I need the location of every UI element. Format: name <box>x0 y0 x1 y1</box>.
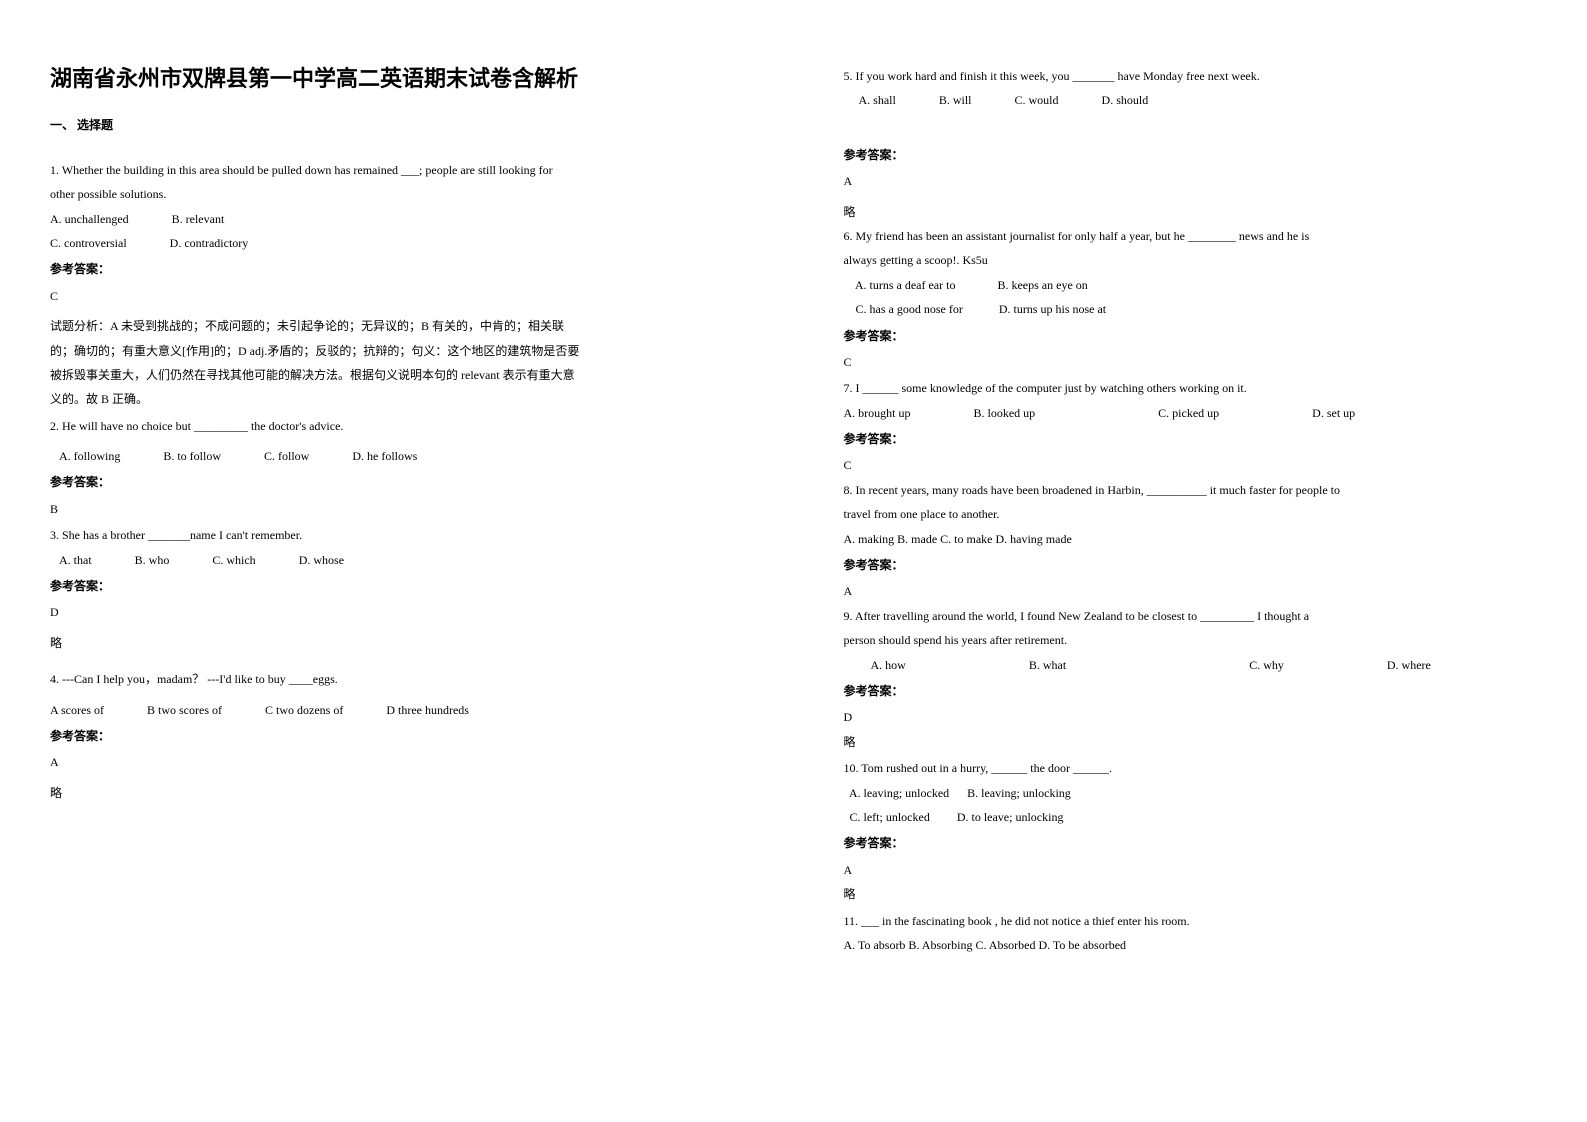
question-9: 9. After travelling around the world, I … <box>844 606 1538 752</box>
q3-option-c: C. which <box>212 550 255 570</box>
q5-option-a: A. shall <box>859 90 896 110</box>
q4-option-b: B two scores of <box>147 700 222 720</box>
q4-note: 略 <box>50 783 744 803</box>
q9-answer-label: 参考答案： <box>844 681 1538 701</box>
q9-option-a: A. how <box>871 655 906 675</box>
q4-answer: A <box>50 752 744 772</box>
q10-note: 略 <box>844 884 1538 904</box>
q7-option-b: B. looked up <box>974 403 1036 423</box>
question-3: 3. She has a brother _______name I can't… <box>50 525 744 653</box>
q1-answer: C <box>50 286 744 306</box>
question-2: 2. He will have no choice but _________ … <box>50 416 744 520</box>
q8-text-line2: travel from one place to another. <box>844 504 1538 524</box>
q8-text-line1: 8. In recent years, many roads have been… <box>844 480 1538 500</box>
q2-answer: B <box>50 499 744 519</box>
q9-note: 略 <box>844 732 1538 752</box>
q4-option-d: D three hundreds <box>386 703 469 717</box>
question-4: 4. ---Can I help you，madam？ ---I'd like … <box>50 669 744 803</box>
q2-answer-label: 参考答案： <box>50 472 744 492</box>
q10-options-cd: C. left; unlocked D. to leave; unlocking <box>844 807 1538 827</box>
q4-option-a: A scores of <box>50 700 104 720</box>
q7-option-a: A. brought up <box>844 403 911 423</box>
q1-text-line2: other possible solutions. <box>50 184 744 204</box>
q5-option-c: C. would <box>1015 90 1059 110</box>
q1-explain-3: 被拆毁事关重大，人们仍然在寻找其他可能的解决方法。根据句义说明本句的 relev… <box>50 365 744 385</box>
q8-answer: A <box>844 581 1538 601</box>
left-column: 湖南省永州市双牌县第一中学高二英语期末试卷含解析 一、 选择题 1. Wheth… <box>0 0 794 1122</box>
q4-option-c: C two dozens of <box>265 700 343 720</box>
q5-answer: A <box>844 171 1538 191</box>
q3-option-a: A. that <box>59 550 92 570</box>
q1-option-d: D. contradictory <box>170 236 249 250</box>
section-title: 一、 选择题 <box>50 115 744 135</box>
q9-option-b: B. what <box>1029 655 1066 675</box>
q3-answer: D <box>50 602 744 622</box>
question-11: 11. ___ in the fascinating book , he did… <box>844 911 1538 956</box>
q9-text-line2: person should spend his years after reti… <box>844 630 1538 650</box>
q6-answer: C <box>844 352 1538 372</box>
q7-option-c: C. picked up <box>1158 403 1219 423</box>
q8-answer-label: 参考答案： <box>844 555 1538 575</box>
exam-title: 湖南省永州市双牌县第一中学高二英语期末试卷含解析 <box>50 60 744 97</box>
q1-option-c: C. controversial <box>50 233 127 253</box>
q5-note: 略 <box>844 202 1538 222</box>
q6-text-line2: always getting a scoop!. Ks5u <box>844 250 1538 270</box>
q1-option-b: B. relevant <box>172 212 225 226</box>
q9-text-line1: 9. After travelling around the world, I … <box>844 606 1538 626</box>
q10-answer-label: 参考答案： <box>844 833 1538 853</box>
right-column: 5. If you work hard and finish it this w… <box>794 0 1587 1122</box>
question-8: 8. In recent years, many roads have been… <box>844 480 1538 602</box>
q2-option-c: C. follow <box>264 446 309 466</box>
q9-option-d: D. where <box>1387 658 1431 672</box>
q1-explain-1: 试题分析：A 未受到挑战的；不成问题的；未引起争论的；无异议的；B 有关的，中肯… <box>50 316 744 336</box>
q1-explain-4: 义的。故 B 正确。 <box>50 389 744 409</box>
q6-answer-label: 参考答案： <box>844 326 1538 346</box>
q4-text: 4. ---Can I help you，madam？ ---I'd like … <box>50 669 744 689</box>
q5-option-b: B. will <box>939 90 972 110</box>
q3-text: 3. She has a brother _______name I can't… <box>50 525 744 545</box>
q2-text: 2. He will have no choice but _________ … <box>50 416 744 436</box>
q5-answer-label: 参考答案： <box>844 145 1538 165</box>
q11-text: 11. ___ in the fascinating book , he did… <box>844 911 1538 931</box>
q6-options-cd: C. has a good nose for D. turns up his n… <box>844 299 1538 319</box>
q8-options: A. making B. made C. to make D. having m… <box>844 529 1538 549</box>
question-1: 1. Whether the building in this area sho… <box>50 160 744 410</box>
q2-option-b: B. to follow <box>163 446 221 466</box>
q7-option-d: D. set up <box>1312 406 1355 420</box>
q1-text-line1: 1. Whether the building in this area sho… <box>50 160 744 180</box>
q6-text-line1: 6. My friend has been an assistant journ… <box>844 226 1538 246</box>
q3-note: 略 <box>50 633 744 653</box>
question-7: 7. I ______ some knowledge of the comput… <box>844 378 1538 476</box>
q7-text: 7. I ______ some knowledge of the comput… <box>844 378 1538 398</box>
q3-option-d: D. whose <box>299 553 344 567</box>
q3-option-b: B. who <box>135 550 170 570</box>
q3-answer-label: 参考答案： <box>50 576 744 596</box>
q7-answer: C <box>844 455 1538 475</box>
question-10: 10. Tom rushed out in a hurry, ______ th… <box>844 758 1538 904</box>
q6-options-ab: A. turns a deaf ear to B. keeps an eye o… <box>844 275 1538 295</box>
question-5: 5. If you work hard and finish it this w… <box>844 66 1538 222</box>
q1-explain-2: 的；确切的；有重大意义[作用]的；D adj.矛盾的；反驳的；抗辩的；句义：这个… <box>50 341 744 361</box>
q1-answer-label: 参考答案： <box>50 259 744 279</box>
q9-option-c: C. why <box>1249 655 1284 675</box>
q9-answer: D <box>844 707 1538 727</box>
q7-answer-label: 参考答案： <box>844 429 1538 449</box>
q5-text: 5. If you work hard and finish it this w… <box>844 66 1538 86</box>
question-6: 6. My friend has been an assistant journ… <box>844 226 1538 372</box>
q10-options-ab: A. leaving; unlocked B. leaving; unlocki… <box>844 783 1538 803</box>
q10-text: 10. Tom rushed out in a hurry, ______ th… <box>844 758 1538 778</box>
q2-option-a: A. following <box>59 446 120 466</box>
q10-answer: A <box>844 860 1538 880</box>
q11-options: A. To absorb B. Absorbing C. Absorbed D.… <box>844 935 1538 955</box>
q4-answer-label: 参考答案： <box>50 726 744 746</box>
q2-option-d: D. he follows <box>352 449 417 463</box>
q5-option-d: D. should <box>1102 93 1149 107</box>
q1-option-a: A. unchallenged <box>50 209 129 229</box>
